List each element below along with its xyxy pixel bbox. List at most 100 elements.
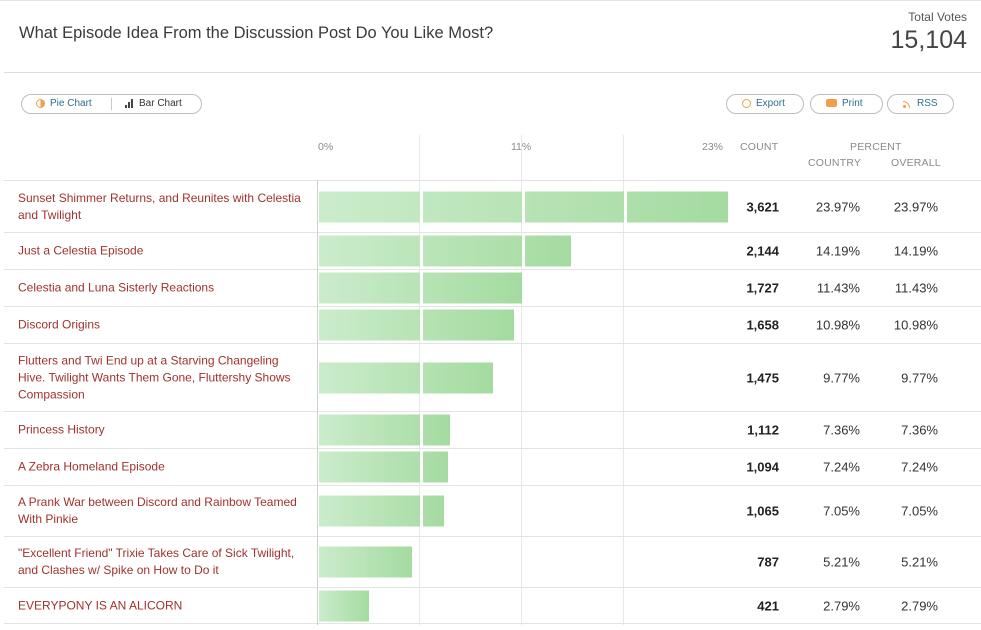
print-label: Print [842, 98, 863, 109]
category-label[interactable]: Just a Celestia Episode [18, 243, 144, 258]
export-label: Export [756, 98, 785, 109]
bar [319, 414, 450, 446]
print-icon [826, 99, 837, 108]
export-icon [742, 98, 751, 108]
bar [319, 191, 728, 222]
bar-gridline [420, 451, 423, 483]
pie-chart-icon [36, 98, 45, 108]
bar-gridline [420, 309, 423, 341]
gridline [623, 135, 624, 625]
export-button[interactable]: Export [726, 94, 804, 114]
table-row: EVERYPONY IS AN ALICORN 421 2.79% 2.79% [4, 587, 981, 624]
count-value: 1,658 [746, 317, 779, 333]
percent-country-value: 7.24% [823, 459, 860, 475]
bar-gridline [624, 191, 627, 222]
bar-chart-icon [125, 98, 134, 108]
export-content: Export [742, 95, 785, 113]
count-value: 1,112 [747, 422, 779, 438]
table-row: Princess History 1,112 7.36% 7.36% [4, 411, 981, 448]
print-content: Print [826, 95, 863, 113]
percent-country-value: 5.21% [823, 554, 860, 570]
percent-overall-value: 14.19% [893, 243, 938, 259]
rss-content: RSS [903, 95, 938, 113]
percent-overall-value: 7.36% [901, 422, 938, 438]
count-value: 421 [757, 598, 779, 613]
top-border [0, 0, 981, 1]
bar-chart-button[interactable]: Bar Chart [125, 95, 182, 113]
rss-icon [903, 99, 912, 108]
percent-column-header: PERCENT [850, 141, 902, 153]
table-row: "Excellent Friend" Trixie Takes Care of … [4, 536, 981, 587]
percent-country-value: 10.98% [815, 317, 860, 333]
count-value: 787 [757, 554, 779, 570]
percent-overall-value: 7.05% [901, 503, 938, 519]
bar [319, 235, 572, 267]
bar [319, 546, 412, 578]
bar-gridline [420, 495, 423, 527]
count-value: 3,621 [746, 199, 779, 214]
bar [319, 495, 445, 527]
category-label[interactable]: Celestia and Luna Sisterly Reactions [18, 280, 215, 295]
category-label[interactable]: "Excellent Friend" Trixie Takes Care of … [18, 546, 295, 577]
bar [319, 451, 448, 483]
table-row: A Zebra Homeland Episode 1,094 7.24% 7.24% [4, 448, 981, 485]
bar-chart-label: Bar Chart [139, 98, 182, 109]
total-votes-label: Total Votes [908, 10, 967, 24]
category-label[interactable]: Flutters and Twi End up at a Starving Ch… [18, 353, 291, 401]
table-row: Flutters and Twi End up at a Starving Ch… [4, 343, 981, 411]
bar-gridline [420, 414, 423, 446]
category-label[interactable]: A Prank War between Discord and Rainbow … [18, 495, 297, 526]
category-label[interactable]: Princess History [18, 422, 105, 437]
percent-country-value: 2.79% [823, 598, 860, 613]
percent-overall-value: 10.98% [893, 317, 938, 333]
category-label[interactable]: A Zebra Homeland Episode [18, 459, 165, 474]
count-value: 1,727 [746, 280, 779, 296]
total-votes-value: 15,104 [890, 26, 967, 54]
bar-gridline [420, 362, 423, 393]
header-divider [4, 72, 981, 73]
axis-tick-label: 0% [318, 141, 334, 153]
bar-gridline [420, 272, 423, 304]
bar [319, 362, 493, 393]
count-value: 1,065 [746, 503, 779, 519]
category-label[interactable]: EVERYPONY IS AN ALICORN [18, 598, 183, 612]
print-button[interactable]: Print [810, 94, 883, 114]
bar [319, 272, 523, 304]
table-row: Sunset Shimmer Returns, and Reunites wit… [4, 180, 981, 232]
bar-gridline [522, 191, 525, 222]
pie-chart-label: Pie Chart [50, 98, 92, 109]
toggle-separator [111, 98, 112, 110]
page-title: What Episode Idea From the Discussion Po… [19, 24, 494, 42]
gridline [521, 135, 522, 625]
bar-gridline [522, 235, 525, 267]
country-column-header: COUNTRY [808, 157, 862, 169]
category-label[interactable]: Discord Origins [18, 317, 101, 332]
count-column-header: COUNT [740, 141, 779, 153]
percent-country-value: 14.19% [815, 243, 860, 259]
overall-column-header: OVERALL [891, 157, 941, 169]
percent-country-value: 7.05% [823, 503, 860, 519]
percent-overall-value: 2.79% [901, 598, 938, 613]
table-row: A Prank War between Discord and Rainbow … [4, 485, 981, 536]
rss-label: RSS [917, 98, 938, 109]
percent-country-value: 9.77% [823, 370, 860, 385]
rss-button[interactable]: RSS [887, 94, 954, 114]
table-row: Celestia and Luna Sisterly Reactions 1,72… [4, 269, 981, 306]
chart-type-toggle: Pie Chart Bar Chart [21, 94, 202, 114]
bar [319, 309, 515, 341]
percent-overall-value: 11.43% [894, 280, 938, 296]
bar-gridline [420, 191, 423, 222]
axis-line [317, 180, 318, 625]
axis-tick-label: 23% [702, 141, 724, 153]
percent-country-value: 23.97% [815, 199, 860, 214]
percent-overall-value: 7.24% [901, 459, 938, 475]
bar-gridline [420, 235, 423, 267]
pie-chart-button[interactable]: Pie Chart [36, 95, 92, 113]
count-value: 1,475 [746, 370, 779, 385]
percent-overall-value: 9.77% [901, 370, 938, 385]
bar [319, 590, 369, 621]
percent-overall-value: 23.97% [893, 199, 938, 214]
category-label[interactable]: Sunset Shimmer Returns, and Reunites wit… [18, 190, 301, 222]
table-row: Discord Origins 1,658 10.98% 10.98% [4, 306, 981, 343]
table-row: Just a Celestia Episode 2,144 14.19% 14.19% [4, 232, 981, 269]
